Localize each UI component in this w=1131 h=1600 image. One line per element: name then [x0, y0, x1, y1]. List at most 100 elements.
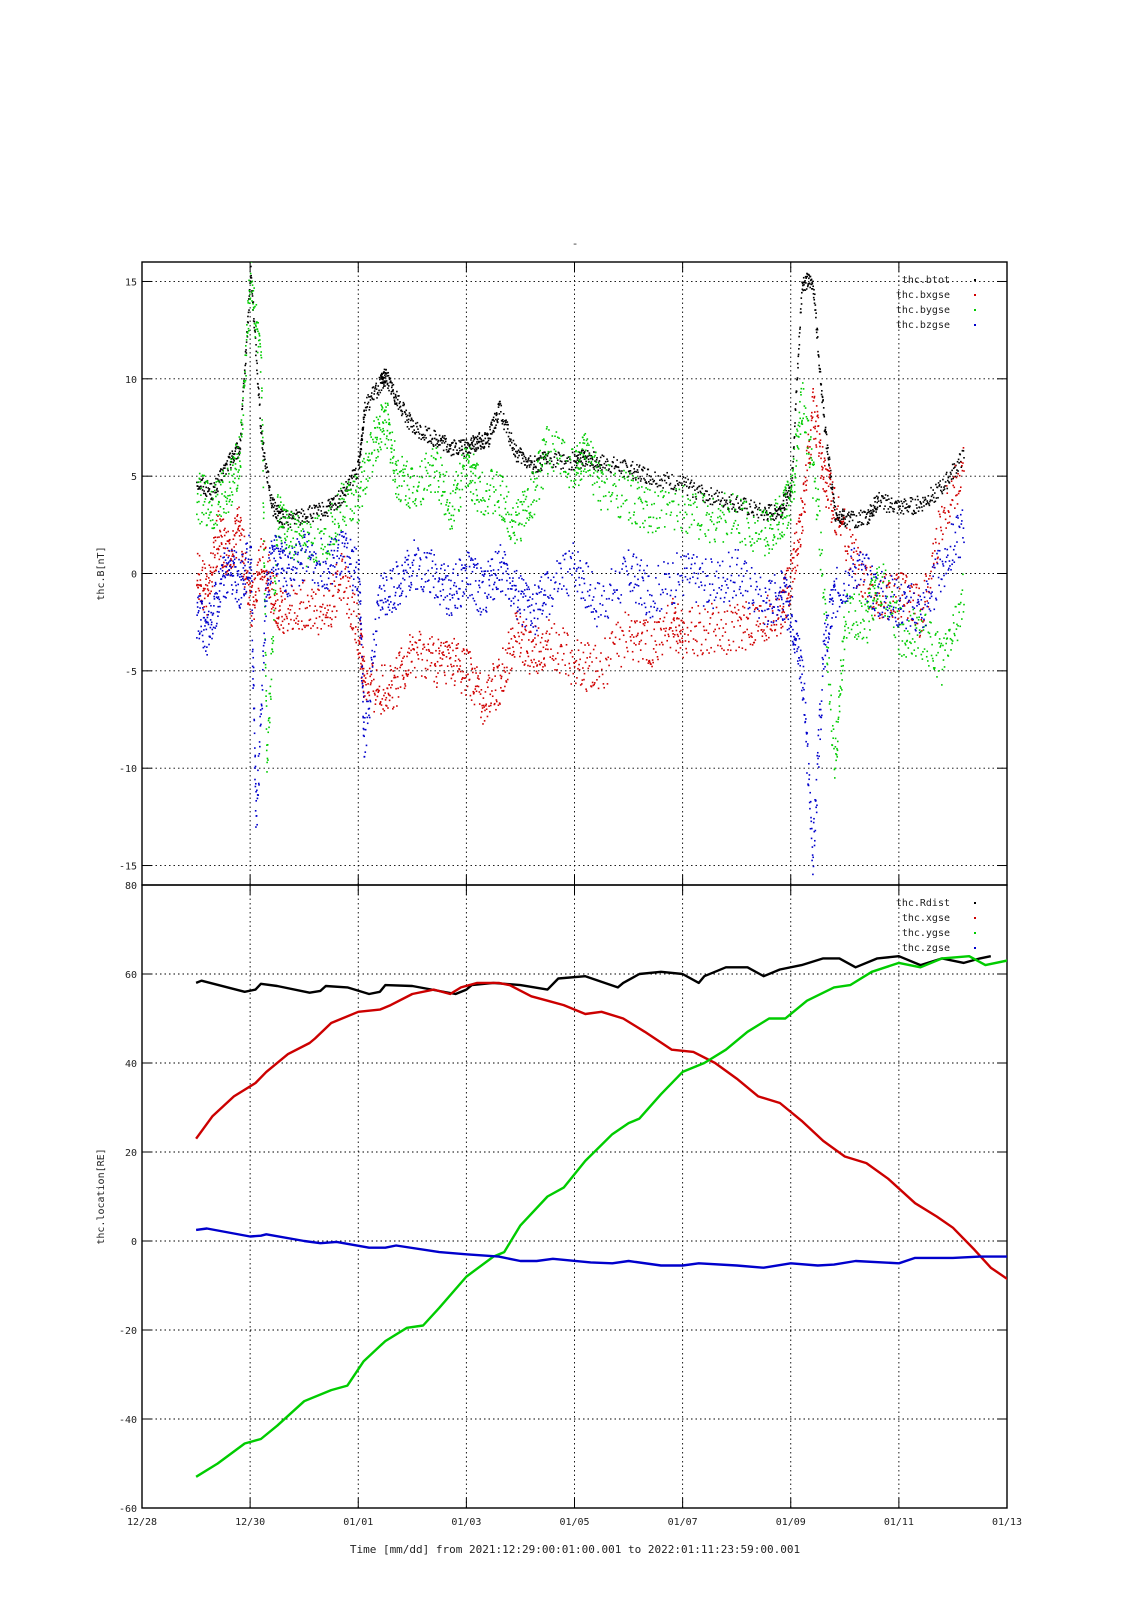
data-point	[697, 522, 700, 525]
data-point	[959, 486, 962, 489]
data-point	[263, 566, 266, 569]
data-point	[807, 433, 810, 436]
data-point	[376, 695, 379, 698]
data-point	[393, 676, 395, 679]
data-point	[331, 497, 334, 500]
data-point	[722, 627, 725, 629]
data-point	[349, 481, 352, 484]
data-point	[883, 605, 885, 608]
data-point	[327, 499, 330, 502]
data-point	[587, 667, 590, 670]
data-point	[704, 638, 707, 641]
data-point	[583, 468, 586, 470]
data-point	[400, 470, 403, 472]
data-point	[600, 472, 603, 474]
data-point	[254, 336, 257, 338]
data-point	[360, 677, 363, 679]
data-point	[333, 605, 336, 608]
data-point	[525, 466, 528, 469]
data-point	[443, 491, 445, 493]
data-point	[659, 516, 661, 519]
data-point	[890, 497, 893, 500]
data-point	[472, 453, 475, 456]
data-point	[591, 458, 594, 461]
data-point	[269, 486, 271, 488]
data-point	[644, 500, 647, 503]
data-point	[590, 440, 592, 443]
data-point	[769, 605, 771, 607]
data-point	[631, 474, 634, 477]
data-point	[508, 440, 510, 443]
data-point	[273, 594, 276, 597]
data-point	[379, 702, 382, 704]
data-point	[284, 517, 287, 519]
data-point	[355, 641, 358, 644]
data-point	[771, 515, 774, 517]
data-point	[621, 470, 623, 472]
data-point	[270, 678, 273, 681]
data-point	[260, 577, 262, 580]
data-point	[222, 518, 225, 521]
data-point	[820, 475, 823, 477]
data-point	[733, 626, 735, 628]
data-point	[222, 547, 225, 549]
data-point	[486, 483, 488, 485]
data-point	[491, 678, 494, 681]
data-point	[486, 441, 489, 443]
data-point	[871, 513, 874, 515]
data-point	[879, 580, 882, 583]
data-point	[229, 487, 232, 490]
data-point	[650, 663, 652, 666]
data-point	[823, 464, 826, 467]
data-point	[247, 321, 250, 324]
data-point	[673, 633, 676, 636]
data-point	[479, 440, 481, 443]
data-point	[277, 520, 280, 522]
data-point	[738, 506, 741, 508]
data-point	[484, 691, 487, 693]
data-point	[269, 695, 272, 698]
data-point	[328, 498, 330, 501]
data-point	[245, 576, 248, 578]
data-point	[707, 529, 710, 531]
data-point	[386, 383, 389, 386]
data-point	[422, 498, 425, 501]
data-point	[324, 545, 326, 548]
data-point	[944, 481, 947, 483]
data-point	[272, 575, 275, 577]
data-point	[797, 547, 799, 550]
data-point	[364, 493, 367, 495]
data-point	[289, 540, 292, 543]
data-point	[637, 471, 639, 474]
data-point	[332, 543, 335, 546]
data-point	[368, 667, 371, 670]
data-point	[205, 512, 207, 515]
data-point	[604, 482, 606, 484]
data-point	[796, 549, 798, 551]
data-point	[251, 280, 254, 283]
data-point	[539, 455, 542, 457]
data-point	[298, 520, 300, 523]
data-point	[544, 640, 547, 642]
data-point	[394, 676, 396, 679]
data-point	[797, 520, 800, 523]
data-point	[782, 605, 785, 608]
data-point	[870, 584, 873, 586]
data-point	[510, 628, 512, 630]
data-point	[714, 540, 716, 543]
data-point	[249, 589, 251, 592]
data-point	[242, 386, 245, 389]
data-point	[780, 516, 782, 519]
data-point	[548, 459, 551, 462]
data-point	[701, 492, 704, 495]
data-point	[335, 571, 337, 574]
data-point	[387, 423, 390, 426]
data-point	[370, 395, 373, 397]
data-point	[346, 482, 349, 485]
data-point	[816, 336, 819, 338]
data-point	[310, 517, 313, 520]
data-point	[845, 515, 848, 518]
data-point	[802, 507, 804, 509]
data-point	[260, 440, 263, 442]
data-point	[213, 482, 216, 484]
